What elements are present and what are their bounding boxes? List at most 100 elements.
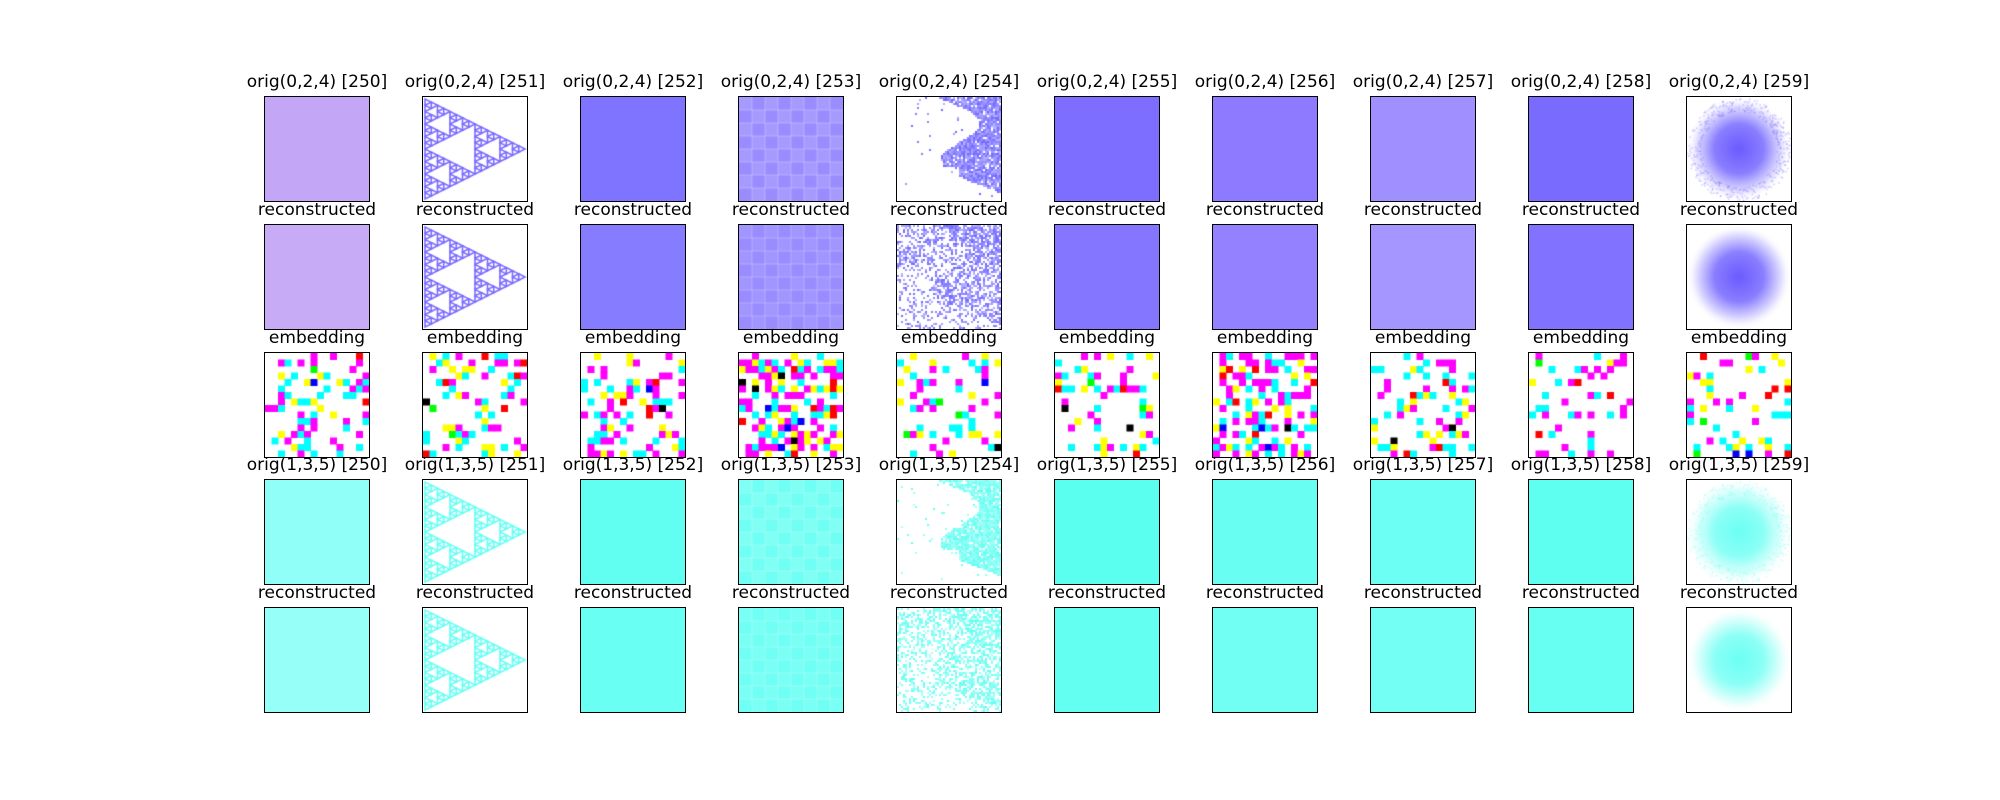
cell-title: reconstructed <box>415 200 535 220</box>
cell-title: reconstructed <box>1679 583 1799 603</box>
reconstructed-image <box>738 607 844 713</box>
cell-title: reconstructed <box>731 583 851 603</box>
cell-title: embedding <box>1690 328 1788 348</box>
embedding-canvas <box>423 353 527 457</box>
reconstructed-canvas <box>1055 225 1159 329</box>
cell-title: reconstructed <box>1205 583 1325 603</box>
cell-title: reconstructed <box>573 200 693 220</box>
reconstructed-canvas <box>1371 608 1475 712</box>
original-canvas <box>1371 480 1475 584</box>
reconstructed-image <box>1528 607 1634 713</box>
reconstructed-canvas <box>1055 608 1159 712</box>
reconstructed-image <box>896 607 1002 713</box>
embedding-canvas <box>897 353 1001 457</box>
reconstructed-canvas <box>423 608 527 712</box>
cell-title: orig(0,2,4) [251] <box>404 72 546 92</box>
reconstructed-canvas <box>1529 608 1633 712</box>
cell-title: orig(0,2,4) [253] <box>720 72 862 92</box>
original-canvas <box>265 480 369 584</box>
original-image <box>1370 479 1476 585</box>
cell-title: orig(1,3,5) [257] <box>1352 455 1494 475</box>
cell-title: reconstructed <box>1363 583 1483 603</box>
original-canvas <box>581 97 685 201</box>
original-canvas <box>1055 480 1159 584</box>
cell-title: reconstructed <box>1363 200 1483 220</box>
original-image <box>1528 96 1634 202</box>
reconstructed-image <box>1212 224 1318 330</box>
original-canvas <box>1213 480 1317 584</box>
reconstructed-image <box>1212 607 1318 713</box>
reconstructed-canvas <box>265 225 369 329</box>
cell-title: orig(0,2,4) [250] <box>246 72 388 92</box>
reconstructed-canvas <box>581 608 685 712</box>
reconstructed-image <box>738 224 844 330</box>
reconstructed-canvas <box>1213 608 1317 712</box>
reconstructed-canvas <box>265 608 369 712</box>
original-image <box>1054 96 1160 202</box>
reconstructed-image <box>896 224 1002 330</box>
embedding-image <box>1212 352 1318 458</box>
cell-title: embedding <box>742 328 840 348</box>
original-image <box>1370 96 1476 202</box>
cell-title: embedding <box>1058 328 1156 348</box>
original-image <box>738 96 844 202</box>
original-canvas <box>1055 97 1159 201</box>
original-canvas <box>265 97 369 201</box>
cell-title: orig(1,3,5) [253] <box>720 455 862 475</box>
embedding-canvas <box>581 353 685 457</box>
reconstructed-canvas <box>1213 225 1317 329</box>
original-image <box>1686 479 1792 585</box>
reconstructed-image <box>422 607 528 713</box>
cell-title: orig(1,3,5) [251] <box>404 455 546 475</box>
cell-title: reconstructed <box>1679 200 1799 220</box>
embedding-image <box>1054 352 1160 458</box>
cell-title: reconstructed <box>415 583 535 603</box>
reconstructed-image <box>1686 224 1792 330</box>
cell-title: embedding <box>268 328 366 348</box>
reconstructed-image <box>1370 224 1476 330</box>
cell-title: orig(1,3,5) [258] <box>1510 455 1652 475</box>
original-image <box>1212 479 1318 585</box>
embedding-image <box>264 352 370 458</box>
reconstructed-image <box>1054 224 1160 330</box>
original-canvas <box>739 480 843 584</box>
reconstructed-image <box>580 224 686 330</box>
cell-title: orig(0,2,4) [257] <box>1352 72 1494 92</box>
cell-title: embedding <box>1532 328 1630 348</box>
cell-title: embedding <box>1216 328 1314 348</box>
original-image <box>580 96 686 202</box>
cell-title: orig(0,2,4) [254] <box>878 72 1020 92</box>
reconstructed-image <box>1054 607 1160 713</box>
reconstructed-canvas <box>739 608 843 712</box>
reconstructed-image <box>264 224 370 330</box>
original-canvas <box>581 480 685 584</box>
embedding-image <box>1686 352 1792 458</box>
cell-title: orig(0,2,4) [259] <box>1668 72 1810 92</box>
embedding-canvas <box>1529 353 1633 457</box>
original-canvas <box>1687 480 1791 584</box>
cell-title: orig(0,2,4) [252] <box>562 72 704 92</box>
cell-title: reconstructed <box>1047 583 1167 603</box>
embedding-canvas <box>1213 353 1317 457</box>
original-image <box>1686 96 1792 202</box>
embedding-image <box>1528 352 1634 458</box>
original-canvas <box>1371 97 1475 201</box>
reconstructed-canvas <box>897 608 1001 712</box>
cell-title: reconstructed <box>1521 200 1641 220</box>
cell-title: reconstructed <box>1047 200 1167 220</box>
cell-title: embedding <box>900 328 998 348</box>
original-canvas <box>1687 97 1791 201</box>
cell-title: orig(0,2,4) [255] <box>1036 72 1178 92</box>
reconstructed-image <box>422 224 528 330</box>
original-image <box>896 96 1002 202</box>
cell-title: reconstructed <box>889 583 1009 603</box>
cell-title: reconstructed <box>731 200 851 220</box>
cell-title: orig(0,2,4) [258] <box>1510 72 1652 92</box>
reconstructed-image <box>1370 607 1476 713</box>
original-canvas <box>1529 97 1633 201</box>
cell-title: orig(1,3,5) [256] <box>1194 455 1336 475</box>
original-canvas <box>739 97 843 201</box>
cell-title: orig(1,3,5) [259] <box>1668 455 1810 475</box>
original-image <box>738 479 844 585</box>
reconstructed-image <box>580 607 686 713</box>
